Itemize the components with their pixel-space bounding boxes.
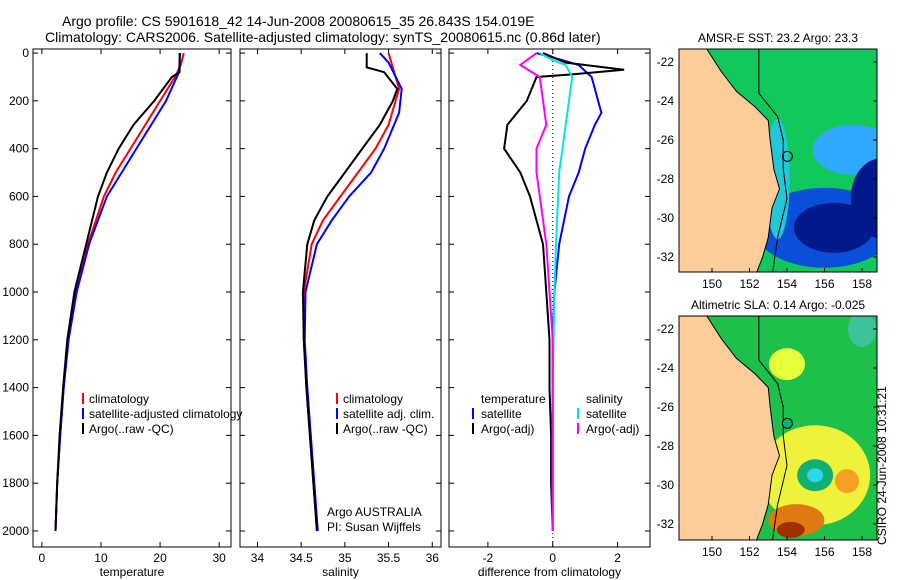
axes-frame [239,48,442,548]
y-tick-label: 1200 [2,333,29,347]
lon-tick-label: 156 [814,545,834,559]
credit-text: Argo AUSTRALIA [327,505,422,519]
lat-tick-label: -32 [657,250,675,264]
y-tick-label: 800 [9,237,29,251]
argo-float-marker [781,150,793,162]
y-tick-label: 2000 [2,524,29,538]
y-tick-label: 1600 [2,428,29,442]
x-axis-label: salinity [322,565,359,579]
series-line-salinity-satellite [539,52,574,531]
x-tick-label: 30 [212,551,226,565]
lat-tick-label: -26 [657,133,675,147]
title-line-2: Climatology: CARS2006. Satellite-adjuste… [45,29,601,45]
isobath-contour [758,49,788,272]
lat-tick-label: -24 [657,361,675,375]
lat-tick-label: -30 [657,211,675,225]
lon-tick-label: 150 [702,277,722,291]
x-tick-label: -2 [483,551,494,565]
lat-tick-label: -30 [657,478,675,492]
map-field [679,316,877,540]
legend-label: Argo(..raw -QC) [343,422,428,436]
lat-tick-label: -22 [657,322,675,336]
lon-tick-label: 152 [739,277,759,291]
x-tick-label: 2 [614,551,621,565]
y-tick-label: 600 [9,189,29,203]
series-line-argo-raw-qc- [301,53,399,532]
x-tick-label: 35.5 [377,551,401,565]
lon-tick-label: 150 [702,545,722,559]
profile-panel-1: 0 10 20 30 0 200 400 600 800 1000 1200 1400 1600 1800… [2,46,242,579]
x-tick-label: 34.5 [289,551,313,565]
y-tick-label: 1400 [2,381,29,395]
x-tick-label: 35 [338,551,352,565]
lat-tick-label: -28 [657,172,675,186]
map-frame [678,315,878,541]
y-tick-label: 1800 [2,476,29,490]
lat-tick-label: -32 [657,517,675,531]
argo-float-marker [781,417,793,429]
isobath-contour [758,316,788,540]
lat-tick-label: -28 [657,439,675,453]
legend-title: temperature [481,392,546,406]
legend-label: satellite adj. clim. [343,407,434,421]
map-sst: AMSR-E SST: 23.2 Argo: 23.3 150 152 154 156 1… [657,31,878,291]
timestamp: CSIRO 24-Jun-2008 10:31:21 [875,386,889,545]
lon-tick-label: 158 [852,545,872,559]
legend-label: satellite-adjusted climatology [89,407,242,421]
lat-tick-label: -22 [657,55,675,69]
y-tick-label: 200 [9,94,29,108]
y-tick-label: 1000 [2,285,29,299]
series-line-satellite-adj-clim- [303,52,403,532]
legend-label: Argo(-adj) [481,422,534,436]
map-title: AMSR-E SST: 23.2 Argo: 23.3 [698,31,858,45]
lon-tick-label: 154 [777,277,797,291]
map-frame [678,48,878,273]
lon-tick-label: 154 [777,545,797,559]
map-sla: Altimetric SLA: 0.14 Argo: -0.025 150 152 1… [657,298,878,559]
x-tick-label: 36 [426,551,440,565]
legend-label: satellite [481,407,522,421]
x-tick-label: 0 [39,551,46,565]
y-tick-label: 400 [9,142,29,156]
lon-tick-label: 156 [814,277,834,291]
lon-tick-label: 158 [852,277,872,291]
lat-tick-label: -24 [657,94,675,108]
series-line-temperature-argo-adj- [503,52,625,532]
x-axis-label: difference from climatology [478,565,621,579]
x-tick-label: 10 [94,551,108,565]
axes-frame [448,48,651,548]
lon-tick-label: 152 [739,545,759,559]
pi-text: PI: Susan Wijffels [327,520,421,534]
map-field [679,49,877,272]
axes-frame [32,48,232,548]
series-line-salinity-argo-adj- [518,52,554,531]
title-line-1: Argo profile: CS 5901618_42 14-Jun-2008 … [62,13,535,29]
legend-label: Argo(-adj) [586,422,639,436]
map-title: Altimetric SLA: 0.14 Argo: -0.025 [691,298,865,312]
lat-tick-label: -26 [657,400,675,414]
legend-label: climatology [89,392,149,406]
x-tick-label: 0 [549,551,556,565]
legend-label: Argo(..raw -QC) [89,422,174,436]
legend-label: climatology [343,392,403,406]
y-tick-label: 0 [22,46,29,60]
land-mass [679,316,781,540]
legend-label: satellite [586,407,627,421]
x-axis-label: temperature [100,565,165,579]
profile-panel-2: 34 34.5 35 35.5 36 salinity climatologysatelli… [239,48,442,579]
x-tick-label: 34 [251,551,265,565]
legend-title: salinity [586,392,623,406]
land-mass [679,49,781,272]
x-tick-label: 20 [153,551,167,565]
series-line-argo-raw-qc- [54,53,181,532]
series-line-climatology [302,52,401,532]
